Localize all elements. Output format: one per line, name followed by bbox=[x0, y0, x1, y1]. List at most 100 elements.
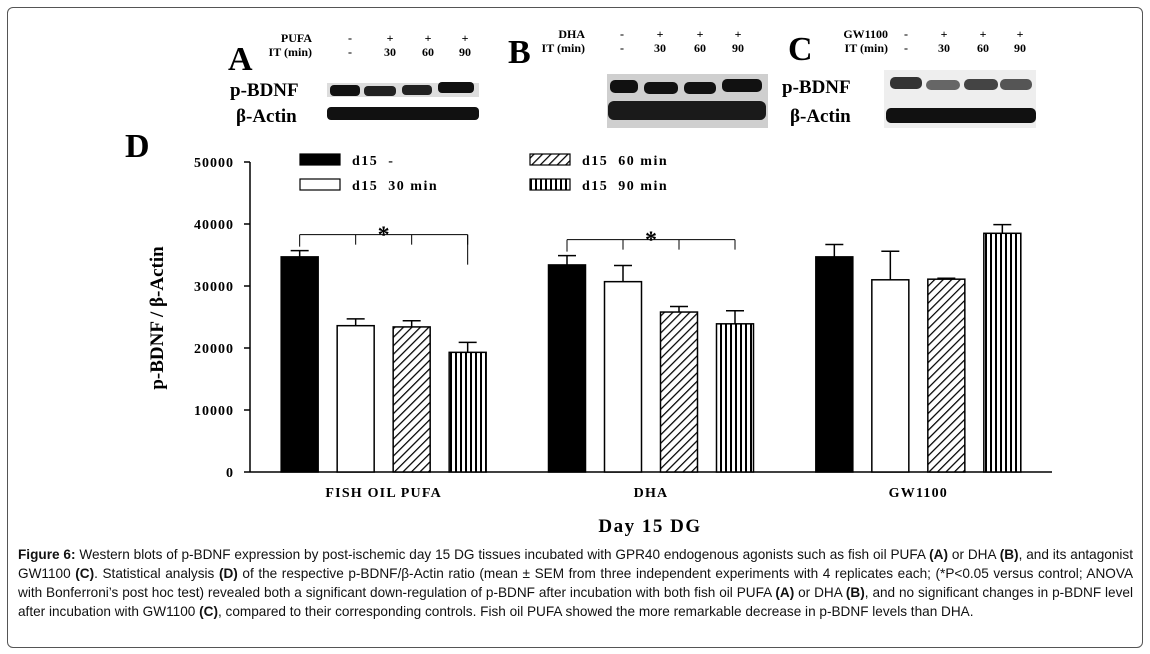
caption-text: (A) bbox=[775, 585, 795, 600]
y-tick-label: 40000 bbox=[194, 218, 234, 233]
legend-swatch bbox=[529, 153, 571, 166]
y-tick-label: 0 bbox=[226, 466, 234, 481]
time: 90 bbox=[459, 45, 471, 59]
blot-images bbox=[327, 70, 1036, 128]
sign: - bbox=[904, 27, 908, 41]
bar bbox=[815, 256, 854, 473]
sign: + bbox=[657, 27, 664, 41]
caption-text: (D) bbox=[218, 566, 238, 581]
caption-text: of the respective p-BDNF/β-Actin ratio (… bbox=[18, 566, 1134, 600]
time: 30 bbox=[384, 45, 396, 59]
error-bar bbox=[993, 223, 1012, 234]
significance-label: * bbox=[645, 228, 657, 254]
legend-swatch bbox=[529, 178, 571, 191]
error-bar bbox=[558, 254, 576, 265]
bar bbox=[871, 279, 910, 473]
error-bar bbox=[346, 318, 365, 326]
row-label: p-BDNF bbox=[230, 80, 299, 101]
sign: + bbox=[941, 27, 948, 41]
it-label: IT (min) bbox=[845, 41, 888, 55]
row-label: β-Actin bbox=[790, 106, 851, 127]
caption-text: (B) bbox=[845, 585, 865, 600]
time: - bbox=[620, 41, 624, 55]
caption-text: or DHA bbox=[794, 585, 846, 600]
time: - bbox=[904, 41, 908, 55]
error-bar bbox=[881, 250, 900, 280]
y-tick-label: 20000 bbox=[194, 342, 234, 357]
error-bar bbox=[825, 243, 844, 257]
y-tick-label: 30000 bbox=[194, 280, 234, 295]
row-label: β-Actin bbox=[236, 106, 297, 127]
time: 60 bbox=[694, 41, 706, 55]
time: 60 bbox=[977, 41, 989, 55]
x-tick-label: DHA bbox=[634, 486, 669, 501]
caption: Figure 6: Western blots of p-BDNF expres… bbox=[18, 545, 1133, 621]
time: - bbox=[348, 45, 352, 59]
bar bbox=[715, 323, 755, 473]
sign: - bbox=[620, 27, 624, 41]
bar bbox=[983, 232, 1022, 473]
y-tick-label: 10000 bbox=[194, 404, 234, 419]
bar bbox=[448, 351, 487, 473]
legend-label: d15 60 min bbox=[582, 154, 668, 169]
bar bbox=[603, 280, 643, 473]
blot-letter: B bbox=[508, 34, 531, 71]
blot-letter: C bbox=[788, 31, 813, 68]
caption-text: , compared to their corresponding contro… bbox=[217, 604, 974, 619]
y-tick-label: 50000 bbox=[194, 156, 234, 171]
sign: + bbox=[735, 27, 742, 41]
error-bar bbox=[614, 264, 632, 282]
bar bbox=[547, 264, 587, 473]
error-bar bbox=[670, 305, 688, 313]
x-axis-label: Day 15 DG bbox=[598, 516, 701, 537]
caption-text: (C) bbox=[75, 566, 95, 581]
time: 60 bbox=[422, 45, 434, 59]
figure-frame bbox=[7, 7, 1143, 648]
error-bar bbox=[937, 277, 956, 280]
caption-text: (B) bbox=[999, 547, 1019, 562]
error-bar bbox=[458, 341, 477, 353]
it-label: IT (min) bbox=[542, 41, 585, 55]
time: 90 bbox=[732, 41, 744, 55]
legend-swatch bbox=[299, 153, 341, 166]
caption-text: . Statistical analysis bbox=[94, 566, 219, 581]
treatment-label: GW1100 bbox=[843, 27, 888, 41]
x-tick-label: FISH OIL PUFA bbox=[325, 486, 441, 501]
bar bbox=[927, 278, 966, 473]
row-label: p-BDNF bbox=[782, 77, 851, 98]
legend-label: d15 90 min bbox=[582, 179, 668, 194]
caption-text: , and its antagonist GW1100 bbox=[18, 547, 1133, 581]
sign: + bbox=[1017, 27, 1024, 41]
error-bar bbox=[402, 319, 421, 327]
panel-label: D bbox=[125, 128, 150, 165]
sign: + bbox=[697, 27, 704, 41]
sign: + bbox=[387, 31, 394, 45]
time: 30 bbox=[938, 41, 950, 55]
treatment-label: PUFA bbox=[281, 31, 312, 45]
significance-label: * bbox=[378, 223, 390, 249]
caption-text: (C) bbox=[199, 604, 218, 619]
blot-letter: A bbox=[228, 41, 253, 78]
bar bbox=[280, 256, 319, 473]
caption-text: Figure 6: bbox=[18, 547, 76, 562]
legend-swatch bbox=[299, 178, 341, 191]
caption-text: or DHA bbox=[948, 547, 1000, 562]
caption-text: , and no significant changes in p-BDNF l… bbox=[18, 585, 1133, 619]
legend-label: d15 - bbox=[352, 154, 394, 169]
sign: - bbox=[348, 31, 352, 45]
caption-text: Western blots of p-BDNF expression by po… bbox=[75, 547, 930, 562]
treatment-label: DHA bbox=[558, 27, 585, 41]
error-bar bbox=[290, 249, 309, 257]
sign: + bbox=[425, 31, 432, 45]
bar bbox=[392, 326, 431, 473]
error-bar bbox=[726, 310, 744, 324]
time: 30 bbox=[654, 41, 666, 55]
it-label: IT (min) bbox=[269, 45, 312, 59]
caption-text: (A) bbox=[929, 547, 948, 562]
legend-label: d15 30 min bbox=[352, 179, 438, 194]
sign: + bbox=[462, 31, 469, 45]
bar bbox=[336, 324, 375, 473]
x-tick-label: GW1100 bbox=[889, 486, 948, 501]
sign: + bbox=[980, 27, 987, 41]
